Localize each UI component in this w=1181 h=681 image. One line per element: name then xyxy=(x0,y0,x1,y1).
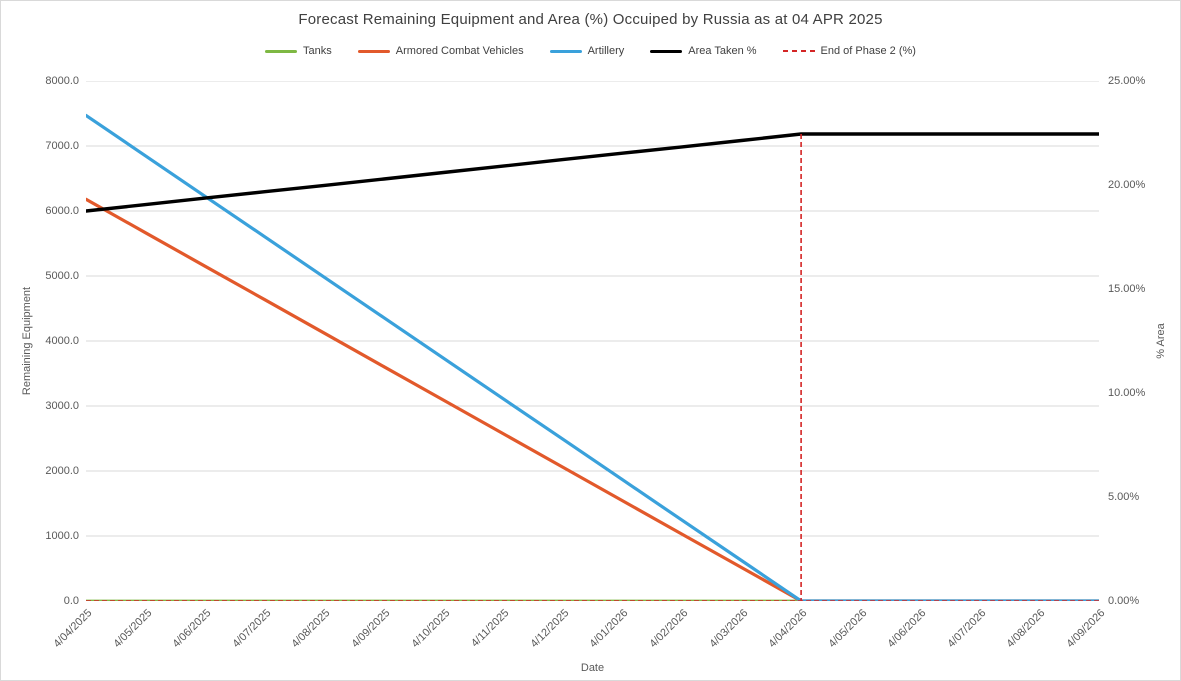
left-axis-tick: 6000.0 xyxy=(45,205,79,217)
right-axis-tick: 15.00% xyxy=(1108,283,1146,295)
left-axis-tick: 3000.0 xyxy=(45,400,79,412)
right-axis-tick: 0.00% xyxy=(1108,595,1140,607)
legend-swatch-area-taken xyxy=(650,49,683,53)
left-axis-tick-labels: 8000.0 7000.0 6000.0 5000.0 4000.0 3000.0 2000… xyxy=(1,75,79,607)
x-axis-tick: 4/07/2025 xyxy=(230,607,274,651)
legend: Tanks Armored Combat Vehicles Artillery Are… xyxy=(1,45,1180,57)
x-axis-tick: 4/07/2026 xyxy=(945,607,989,651)
legend-item-end-of-phase2: End of Phase 2 (%) xyxy=(782,45,916,57)
legend-swatch-end-of-phase2 xyxy=(782,50,815,52)
legend-item-area-taken: Area Taken % xyxy=(650,45,757,57)
chart-title: Forecast Remaining Equipment and Area (%… xyxy=(298,11,883,28)
series-line-armored-combat-vehicles xyxy=(86,197,1099,601)
legend-label: End of Phase 2 (%) xyxy=(820,45,916,57)
x-axis-tick: 4/09/2025 xyxy=(349,607,393,651)
legend-item-artillery: Artillery xyxy=(549,45,625,57)
legend-item-armored-combat-vehicles: Armored Combat Vehicles xyxy=(357,45,524,57)
x-axis-tick: 4/06/2025 xyxy=(170,607,214,651)
x-axis-tick: 4/08/2025 xyxy=(289,607,333,651)
legend-label: Tanks xyxy=(303,45,332,57)
chart-plot-area xyxy=(86,81,1099,601)
right-axis-tick: 10.00% xyxy=(1108,387,1146,399)
legend-swatch-tanks xyxy=(265,49,298,53)
legend-swatch-armored-combat-vehicles xyxy=(357,49,390,53)
series-line-area-taken xyxy=(86,132,1099,213)
left-axis-tick: 8000.0 xyxy=(45,75,79,87)
left-axis-tick: 0.0 xyxy=(63,595,79,607)
right-axis-tick: 25.00% xyxy=(1108,75,1146,87)
x-axis-tick: 4/12/2025 xyxy=(528,607,572,651)
legend-swatch-artillery xyxy=(549,49,582,53)
x-axis-tick: 4/10/2025 xyxy=(408,607,452,651)
x-axis-tick: 4/01/2026 xyxy=(587,607,631,651)
right-axis-tick-labels: 25.00% 20.00% 15.00% 10.00% 5.00% 0.00% xyxy=(1108,75,1178,607)
left-axis-tick: 5000.0 xyxy=(45,270,79,282)
left-axis-tick: 1000.0 xyxy=(45,530,79,542)
x-axis-tick: 4/05/2025 xyxy=(110,607,155,651)
x-axis-tick: 4/06/2026 xyxy=(885,607,929,651)
x-axis-tick: 4/04/2025 xyxy=(51,607,95,651)
legend-label: Artillery xyxy=(587,45,625,57)
x-axis-tick-labels: 4/04/2025 4/05/2025 4/06/2025 4/07/2025 4/08… xyxy=(51,607,1107,659)
legend-label: Armored Combat Vehicles xyxy=(395,45,524,57)
x-axis-tick: 4/03/2026 xyxy=(706,607,750,651)
left-axis-tick: 7000.0 xyxy=(45,140,79,152)
legend-item-tanks: Tanks xyxy=(265,45,332,57)
x-axis-tick: 4/11/2025 xyxy=(469,607,512,650)
series-line-end-of-phase2 xyxy=(86,134,1099,601)
left-axis-tick: 2000.0 xyxy=(45,465,79,477)
left-axis-tick: 4000.0 xyxy=(45,335,79,347)
x-axis-tick: 4/02/2026 xyxy=(647,607,691,651)
x-axis-tick: 4/08/2026 xyxy=(1004,607,1048,651)
legend-label: Area Taken % xyxy=(688,45,757,57)
x-axis-tick: 4/05/2026 xyxy=(825,607,870,651)
series-line-artillery xyxy=(86,113,1099,601)
x-axis-title: Date xyxy=(580,662,605,674)
right-axis-tick: 20.00% xyxy=(1108,179,1146,191)
x-axis-tick: 4/04/2026 xyxy=(766,607,810,651)
right-axis-tick: 5.00% xyxy=(1108,491,1140,503)
x-axis-tick: 4/09/2026 xyxy=(1064,607,1108,651)
